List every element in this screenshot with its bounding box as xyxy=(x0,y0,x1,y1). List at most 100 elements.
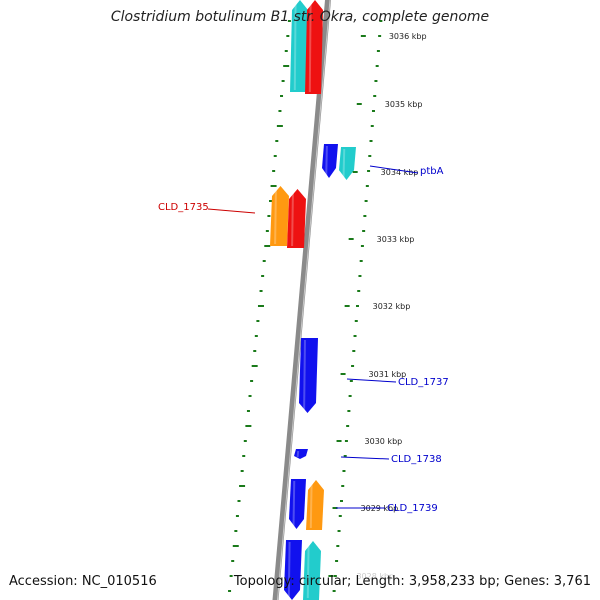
feature-shine xyxy=(325,145,328,177)
left-tick-dot xyxy=(239,485,246,487)
label-leader-line xyxy=(340,456,390,460)
kbp-ticks: 3036 kbp 3035 kbp 3034 kbp 3033 kbp 3032 kbp… xyxy=(328,32,427,581)
tick-label-2: 3034 kbp xyxy=(381,168,419,177)
feature-shine xyxy=(342,148,346,179)
left-tick-dot xyxy=(257,305,264,307)
left-tick-dot xyxy=(267,215,271,217)
tick-label-6: 3030 kbp xyxy=(365,437,403,446)
accession-text: Accession: NC_010516 xyxy=(9,574,157,589)
right-tick-dot xyxy=(379,20,383,22)
right-tick-dot xyxy=(364,200,368,202)
gene-label-cld_1739: CLD_1739 xyxy=(387,503,438,514)
tick-label-5: 3031 kbp xyxy=(369,370,407,379)
gene-label-cld_1737: CLD_1737 xyxy=(398,377,449,388)
left-tick-dot xyxy=(228,590,232,592)
right-tick-dot xyxy=(346,425,350,427)
feature-shine xyxy=(309,481,313,529)
tick-label-3: 3033 kbp xyxy=(377,235,415,244)
tick-mark xyxy=(348,238,354,240)
right-tick-dot xyxy=(332,590,336,592)
feature-cyan-3 xyxy=(339,147,356,180)
right-tick-dot xyxy=(352,350,356,352)
feature-blue-8 xyxy=(289,479,306,529)
right-tick-dot xyxy=(351,365,355,367)
right-tick-dot xyxy=(340,500,343,502)
left-tick-dot xyxy=(287,20,291,22)
right-tick-dot xyxy=(365,185,369,187)
feature-orange-9 xyxy=(306,480,324,530)
genome-title: Clostridium botulinum B1 str. Okra, comp… xyxy=(110,9,490,25)
left-tick-dot xyxy=(281,80,285,82)
left-tick-dot xyxy=(240,470,244,472)
label-leader-line xyxy=(369,165,419,174)
backbone-highlight xyxy=(277,0,331,600)
feature-blue-7 xyxy=(294,449,308,459)
left-tick-dot xyxy=(243,440,247,442)
feature-cyan-11 xyxy=(303,541,321,600)
right-tick-dot xyxy=(370,125,374,127)
right-tick-dot xyxy=(378,35,382,37)
feature-shine xyxy=(291,190,294,247)
right-tick-dot xyxy=(358,275,362,277)
left-tick-dot xyxy=(261,275,265,277)
feature-shine xyxy=(303,339,306,412)
feature-shine xyxy=(293,1,297,91)
left-tick-dot xyxy=(234,530,238,532)
summary-text: Topology: circular; Length: 3,958,233 bp… xyxy=(233,574,591,589)
feature-shine xyxy=(296,450,300,458)
gene-label-cld_1738: CLD_1738 xyxy=(391,454,442,465)
left-tick-dot xyxy=(229,575,233,577)
right-tick-dot xyxy=(373,95,377,97)
left-tick-dot xyxy=(280,95,284,97)
right-tick-dot xyxy=(357,290,361,292)
left-tick-dot xyxy=(237,500,241,502)
left-tick-dot xyxy=(235,515,239,517)
right-tick-dot xyxy=(341,485,345,487)
left-tick-dot xyxy=(262,260,266,262)
label-leader-line xyxy=(207,208,256,214)
left-tick-dot xyxy=(248,395,252,397)
outer-tick-dots xyxy=(228,20,383,592)
right-tick-dot xyxy=(337,530,341,532)
left-tick-dot xyxy=(254,335,258,337)
left-tick-dot xyxy=(270,185,277,187)
right-tick-dot xyxy=(355,305,359,307)
right-tick-dot xyxy=(354,320,358,322)
left-tick-dot xyxy=(253,350,257,352)
right-tick-dot xyxy=(360,245,364,247)
tick-mark xyxy=(344,305,350,307)
right-tick-dot xyxy=(376,50,380,52)
feature-shine xyxy=(287,541,291,599)
left-tick-dot xyxy=(246,410,250,412)
right-tick-dot xyxy=(343,455,347,457)
tick-mark xyxy=(340,373,346,375)
right-tick-dot xyxy=(344,440,348,442)
right-tick-dot xyxy=(336,545,340,547)
feature-shine xyxy=(274,187,277,245)
feature-shine xyxy=(308,1,312,93)
left-tick-dot xyxy=(259,290,263,292)
genome-backbone xyxy=(272,0,331,600)
right-tick-dot xyxy=(349,380,353,382)
feature-shine xyxy=(292,480,296,528)
left-tick-dot xyxy=(269,200,272,202)
right-tick-dot xyxy=(374,80,378,82)
right-tick-dot xyxy=(359,260,363,262)
gene-labels: CLD_1735 ptbA CLD_1737 CLD_1738 CLD_1739 xyxy=(158,165,449,514)
right-tick-dot xyxy=(369,140,373,142)
feature-red-5 xyxy=(287,189,306,248)
feature-blue-10 xyxy=(284,540,302,600)
left-tick-dot xyxy=(242,455,246,457)
tick-label-0: 3036 kbp xyxy=(389,32,427,41)
tick-mark xyxy=(332,507,338,509)
left-tick-dot xyxy=(275,140,279,142)
left-tick-dot xyxy=(273,155,277,157)
left-tick-dot xyxy=(245,425,252,427)
left-tick-dot xyxy=(250,380,254,382)
left-tick-dot xyxy=(231,560,235,562)
left-tick-dot xyxy=(251,365,258,367)
feature-layer xyxy=(270,0,356,600)
right-tick-dot xyxy=(368,155,372,157)
feature-orange-4 xyxy=(270,186,289,246)
